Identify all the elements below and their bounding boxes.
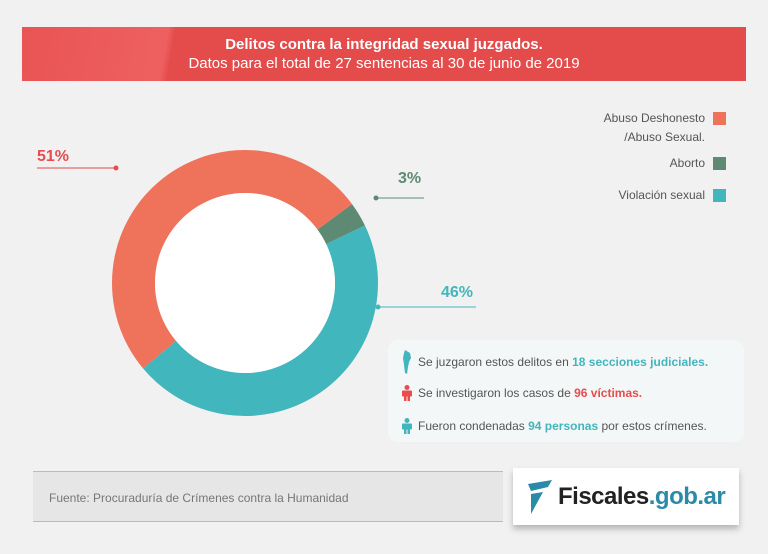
info-row-victimas: Se investigaron los casos de 96 víctimas… — [402, 385, 642, 401]
data-label-abuso: 51% — [37, 148, 70, 165]
leader-dot-violacion — [375, 304, 381, 310]
leader-dot-aborto — [373, 195, 379, 201]
title-banner: Delitos contra la integridad sexual juzg… — [22, 27, 746, 81]
legend-label: Violación sexual — [618, 188, 705, 202]
donut-slice-abuso — [111, 149, 353, 369]
leader-dot-abuso — [113, 165, 119, 171]
fiscales-logo-icon — [528, 479, 552, 514]
legend-swatch — [713, 112, 726, 125]
logo-text: Fiscales.gob.ar — [558, 482, 726, 510]
chart-subtitle: Datos para el total de 27 sentencias al … — [188, 55, 580, 72]
legend-item-abuso: Abuso Deshonesto/Abuso Sexual. — [604, 111, 726, 144]
chart-title: Delitos contra la integridad sexual juzg… — [225, 36, 543, 53]
legend-label: /Abuso Sexual. — [624, 130, 705, 144]
donut-hole — [155, 193, 335, 373]
legend-item-aborto: Aborto — [670, 156, 726, 170]
source-note: Fuente: Procuraduría de Crímenes contra … — [33, 471, 503, 522]
info-text: Se juzgaron estos delitos en 18 seccione… — [418, 355, 709, 369]
info-text: Se investigaron los casos de 96 víctimas… — [418, 386, 643, 400]
info-row-personas: Fueron condenadas 94 personas por estos … — [402, 418, 707, 434]
data-label-aborto: 3% — [398, 170, 422, 187]
fiscales-logo: Fiscales.gob.ar — [513, 468, 739, 525]
donut-slice-violacion — [143, 225, 379, 416]
info-text: Fueron condenadas 94 personas por estos … — [418, 419, 707, 433]
person-icon — [402, 385, 412, 401]
data-label-violacion: 46% — [441, 284, 474, 301]
donut-slice-aborto — [317, 204, 365, 245]
person-icon — [402, 418, 412, 434]
info-box: Se juzgaron estos delitos en 18 seccione… — [388, 340, 744, 442]
legend-label: Aborto — [669, 156, 705, 170]
info-row-secciones: Se juzgaron estos delitos en 18 seccione… — [402, 350, 708, 374]
legend-label: Abuso Deshonesto — [603, 111, 705, 125]
argentina-map-icon — [403, 350, 411, 374]
legend-swatch — [713, 189, 726, 202]
legend-swatch — [713, 157, 726, 170]
legend-item-violacion: Violación sexual — [618, 188, 726, 202]
